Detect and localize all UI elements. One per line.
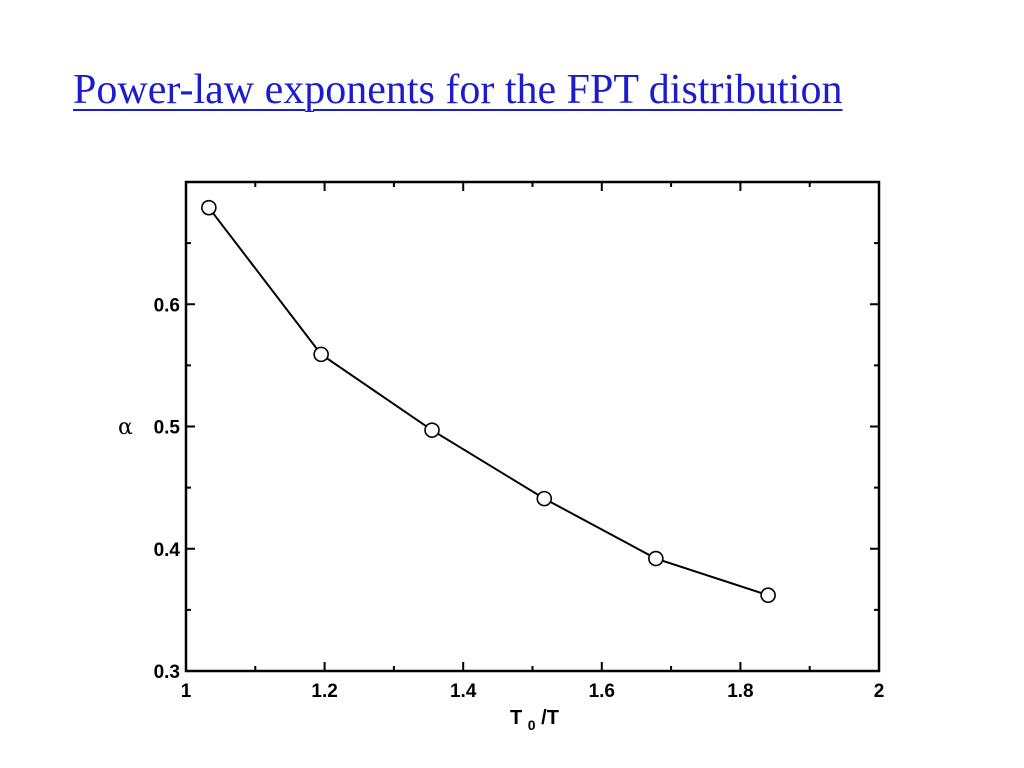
x-tick-label: 1: [181, 681, 192, 702]
x-tick-label: 1.6: [589, 681, 615, 702]
series-line: [208, 207, 769, 597]
x-axis-label-sub: 0: [528, 717, 536, 733]
x-tick-label: 2: [874, 681, 885, 702]
x-tick-label: 1.8: [727, 681, 753, 702]
x-tick-label: 1.4: [450, 681, 477, 702]
data-point: [201, 199, 217, 216]
axis-tick-labels: 1 1.2 1.4 1.6 1.8 2 0.3 0.4 0.5 0.6: [154, 295, 885, 702]
data-point: [648, 550, 664, 567]
x-axis-label-main: T: [510, 707, 522, 729]
y-tick-label: 0.3: [154, 662, 180, 683]
data-point: [313, 346, 329, 363]
x-tick-label: 1.2: [311, 681, 337, 702]
axis-ticks: [185, 181, 880, 672]
y-tick-label: 0.6: [154, 295, 180, 316]
data-markers: [201, 199, 776, 604]
x-axis-label-tail: /T: [541, 707, 559, 729]
slide-title: Power-law exponents for the FPT distribu…: [73, 67, 843, 113]
data-point: [424, 422, 440, 438]
y-axis-label: α: [118, 415, 133, 440]
y-tick-label: 0.4: [154, 540, 181, 561]
x-axis-label: T 0 /T: [510, 707, 559, 735]
y-tick-label: 0.5: [154, 418, 181, 439]
data-point: [536, 490, 553, 507]
data-point: [760, 587, 776, 604]
